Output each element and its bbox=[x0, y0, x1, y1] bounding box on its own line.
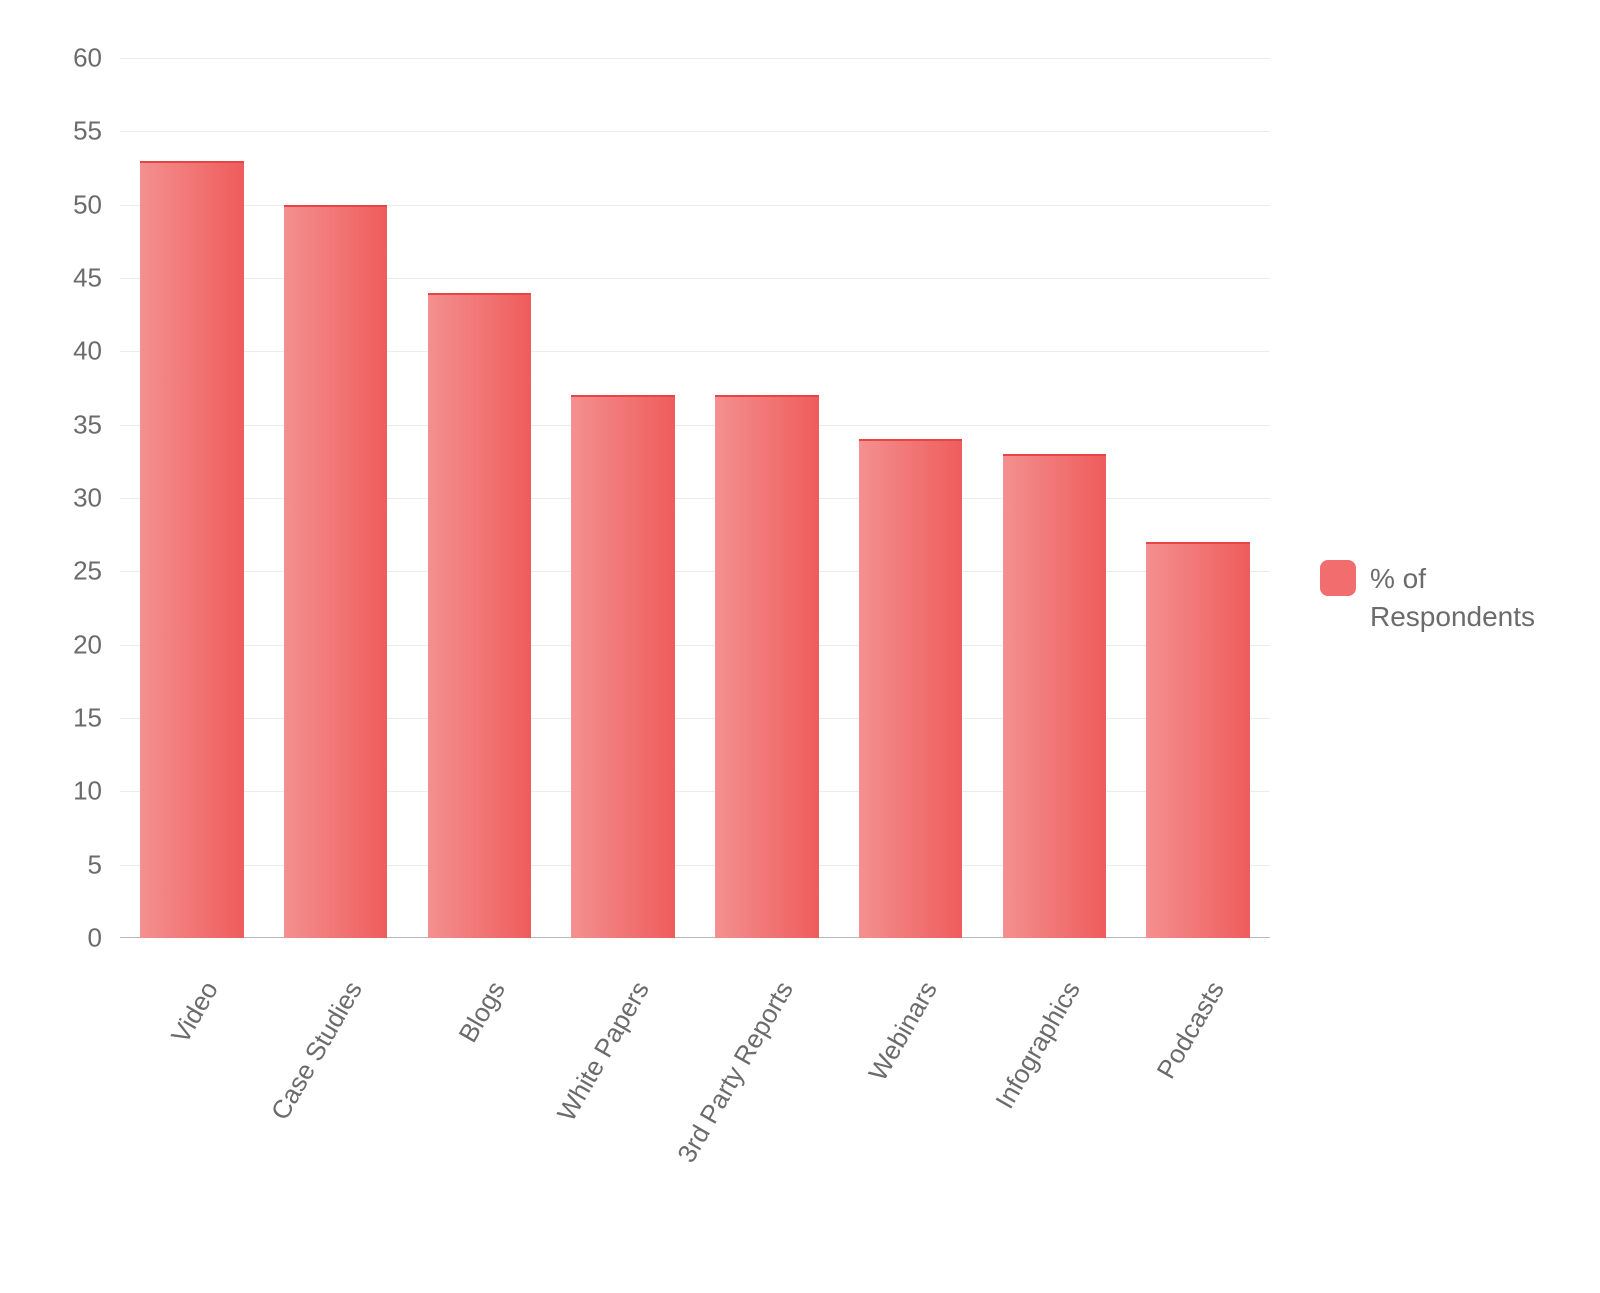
x-tick-label: Infographics bbox=[910, 976, 1087, 1251]
bar bbox=[859, 439, 963, 938]
bar bbox=[571, 395, 675, 938]
x-tick-label: Webinars bbox=[767, 976, 944, 1251]
y-tick-label: 15 bbox=[0, 703, 102, 734]
y-tick-label: 60 bbox=[0, 43, 102, 74]
bar-chart: 0 5 10 15 20 25 30 35 40 45 50 55 60 VideoCase Studie… bbox=[0, 0, 1600, 1293]
y-tick-label: 50 bbox=[0, 189, 102, 220]
bar bbox=[715, 395, 819, 938]
y-tick-label: 40 bbox=[0, 336, 102, 367]
gridline bbox=[120, 58, 1270, 59]
bar bbox=[1146, 542, 1250, 938]
x-tick-label: Podcasts bbox=[1054, 976, 1231, 1251]
bar bbox=[428, 293, 532, 938]
y-tick-label: 35 bbox=[0, 409, 102, 440]
legend-label-line: % of bbox=[1370, 560, 1535, 598]
x-tick-label: Blogs bbox=[335, 976, 512, 1251]
plot-area bbox=[120, 58, 1270, 938]
x-tick-label: Case Studies bbox=[192, 976, 369, 1251]
y-tick-label: 30 bbox=[0, 483, 102, 514]
y-tick-label: 5 bbox=[0, 849, 102, 880]
legend-label-line: Respondents bbox=[1370, 598, 1535, 636]
y-tick-label: 0 bbox=[0, 923, 102, 954]
y-tick-label: 55 bbox=[0, 116, 102, 147]
gridline bbox=[120, 131, 1270, 132]
x-tick-label: White Papers bbox=[479, 976, 656, 1251]
legend-swatch bbox=[1320, 560, 1356, 596]
y-tick-label: 10 bbox=[0, 776, 102, 807]
bar bbox=[1003, 454, 1107, 938]
legend: % ofRespondents bbox=[1320, 560, 1535, 636]
legend-label: % ofRespondents bbox=[1370, 560, 1535, 636]
y-tick-label: 25 bbox=[0, 556, 102, 587]
x-tick-label: 3rd Party Reports bbox=[623, 976, 800, 1251]
bar bbox=[284, 205, 388, 938]
x-tick-label: Video bbox=[48, 976, 225, 1251]
y-tick-label: 20 bbox=[0, 629, 102, 660]
bar bbox=[140, 161, 244, 938]
y-tick-label: 45 bbox=[0, 263, 102, 294]
